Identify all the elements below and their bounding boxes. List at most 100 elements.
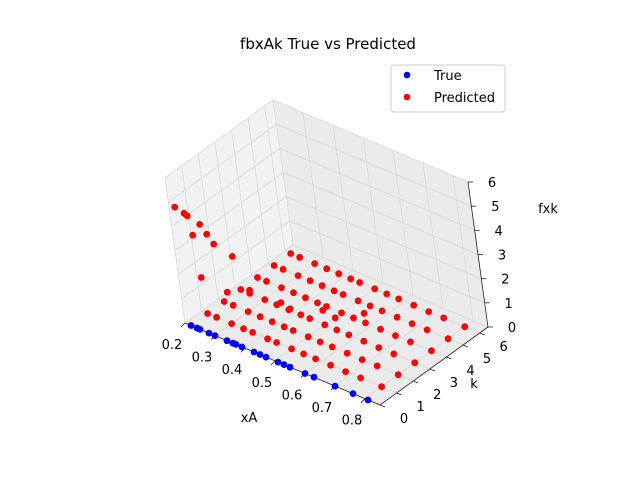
point-predicted-73	[323, 265, 331, 273]
point-true-19	[364, 396, 372, 404]
data-points	[171, 203, 469, 404]
point-predicted-34	[306, 315, 314, 322]
point-predicted-21	[304, 333, 312, 341]
point-true-16	[310, 373, 318, 381]
point-predicted-2	[228, 320, 236, 327]
point-predicted-14	[220, 298, 228, 305]
point-predicted-40	[390, 350, 398, 358]
y-tick-label-3: 3	[450, 376, 458, 391]
point-predicted-74	[335, 270, 343, 278]
x-tick-label-1: 0.3	[192, 351, 213, 366]
x-tick-label-0: 0.2	[162, 338, 183, 353]
point-true-10	[256, 351, 264, 358]
point-predicted-84	[171, 203, 179, 211]
x-tick-0	[180, 322, 186, 328]
point-predicted-89	[189, 231, 197, 239]
y-tick-label-2: 2	[433, 388, 441, 403]
point-predicted-87	[196, 221, 204, 228]
z-tick-label-3: 3	[498, 249, 506, 264]
legend-frame	[390, 64, 506, 113]
point-predicted-43	[263, 277, 270, 285]
legend-label-predicted: Predicted	[434, 91, 495, 106]
point-predicted-92	[197, 274, 205, 281]
y-tick-label-4: 4	[466, 364, 474, 379]
z-tick-label-2: 2	[501, 273, 509, 288]
legend-marker-predicted	[403, 93, 411, 101]
z-grid-line-5	[168, 123, 472, 207]
y-tick-3	[429, 368, 435, 372]
point-predicted-12	[357, 374, 364, 382]
point-predicted-67	[408, 320, 416, 327]
x-axis-label: xA	[241, 411, 258, 426]
z-tick-label-5: 5	[491, 200, 499, 215]
point-predicted-1	[213, 313, 221, 321]
point-predicted-49	[338, 309, 345, 317]
y-tick-4	[446, 356, 452, 360]
point-true-0	[187, 322, 195, 329]
x-tick-6	[360, 398, 366, 403]
point-predicted-77	[371, 285, 379, 293]
point-predicted-90	[210, 240, 218, 248]
point-predicted-86	[183, 212, 191, 220]
point-predicted-23	[328, 343, 336, 351]
point-predicted-62	[339, 291, 347, 298]
point-predicted-28	[237, 286, 245, 293]
point-predicted-36	[333, 326, 341, 334]
point-predicted-95	[277, 299, 285, 306]
point-predicted-96	[286, 305, 294, 313]
point-predicted-25	[358, 356, 366, 363]
point-predicted-82	[440, 314, 448, 322]
point-true-13	[280, 361, 288, 368]
point-predicted-71	[296, 253, 304, 261]
point-predicted-99	[360, 309, 368, 317]
y-tick-label-0: 0	[400, 412, 408, 427]
z-grid-line-1	[181, 220, 485, 304]
point-predicted-51	[362, 319, 369, 327]
point-predicted-78	[383, 290, 391, 298]
z-axis-label: fxk	[538, 202, 558, 217]
point-predicted-8	[300, 350, 307, 358]
point-predicted-20	[289, 327, 297, 334]
point-predicted-63	[354, 297, 362, 305]
legend: True Predicted	[390, 64, 506, 113]
y-tick-label-1: 1	[416, 400, 424, 415]
point-predicted-47	[314, 299, 321, 307]
point-predicted-0	[204, 310, 212, 317]
y-tick-0	[379, 404, 386, 408]
legend-label-true: True	[433, 69, 462, 84]
point-predicted-3	[240, 325, 248, 333]
point-predicted-54	[407, 338, 414, 346]
point-predicted-88	[203, 230, 211, 238]
z-grid-line-0	[184, 244, 489, 328]
point-predicted-52	[377, 325, 384, 333]
point-predicted-26	[373, 362, 381, 370]
point-predicted-81	[425, 308, 433, 315]
point-predicted-83	[461, 323, 469, 331]
x-tick-label-6: 0.8	[342, 414, 363, 429]
point-predicted-58	[294, 272, 302, 279]
point-predicted-75	[347, 275, 355, 283]
point-predicted-44	[278, 284, 285, 291]
point-predicted-35	[321, 321, 329, 329]
point-true-3	[205, 329, 213, 337]
point-predicted-4	[249, 329, 256, 336]
point-true-18	[349, 390, 357, 397]
point-predicted-33	[297, 311, 305, 319]
point-predicted-18	[268, 318, 276, 326]
point-predicted-94	[246, 286, 254, 294]
point-predicted-10	[327, 361, 334, 369]
z-grid-line-3	[174, 172, 479, 255]
z-grid-line-2	[178, 196, 482, 280]
point-true-14	[286, 363, 294, 371]
point-true-15	[301, 370, 309, 377]
point-predicted-79	[395, 295, 403, 303]
y-tick-label-5: 5	[483, 352, 491, 367]
point-predicted-57	[279, 265, 287, 273]
point-predicted-46	[302, 294, 309, 302]
point-predicted-80	[410, 301, 418, 309]
point-predicted-27	[394, 371, 402, 379]
z-tick-label-6: 6	[488, 176, 496, 191]
